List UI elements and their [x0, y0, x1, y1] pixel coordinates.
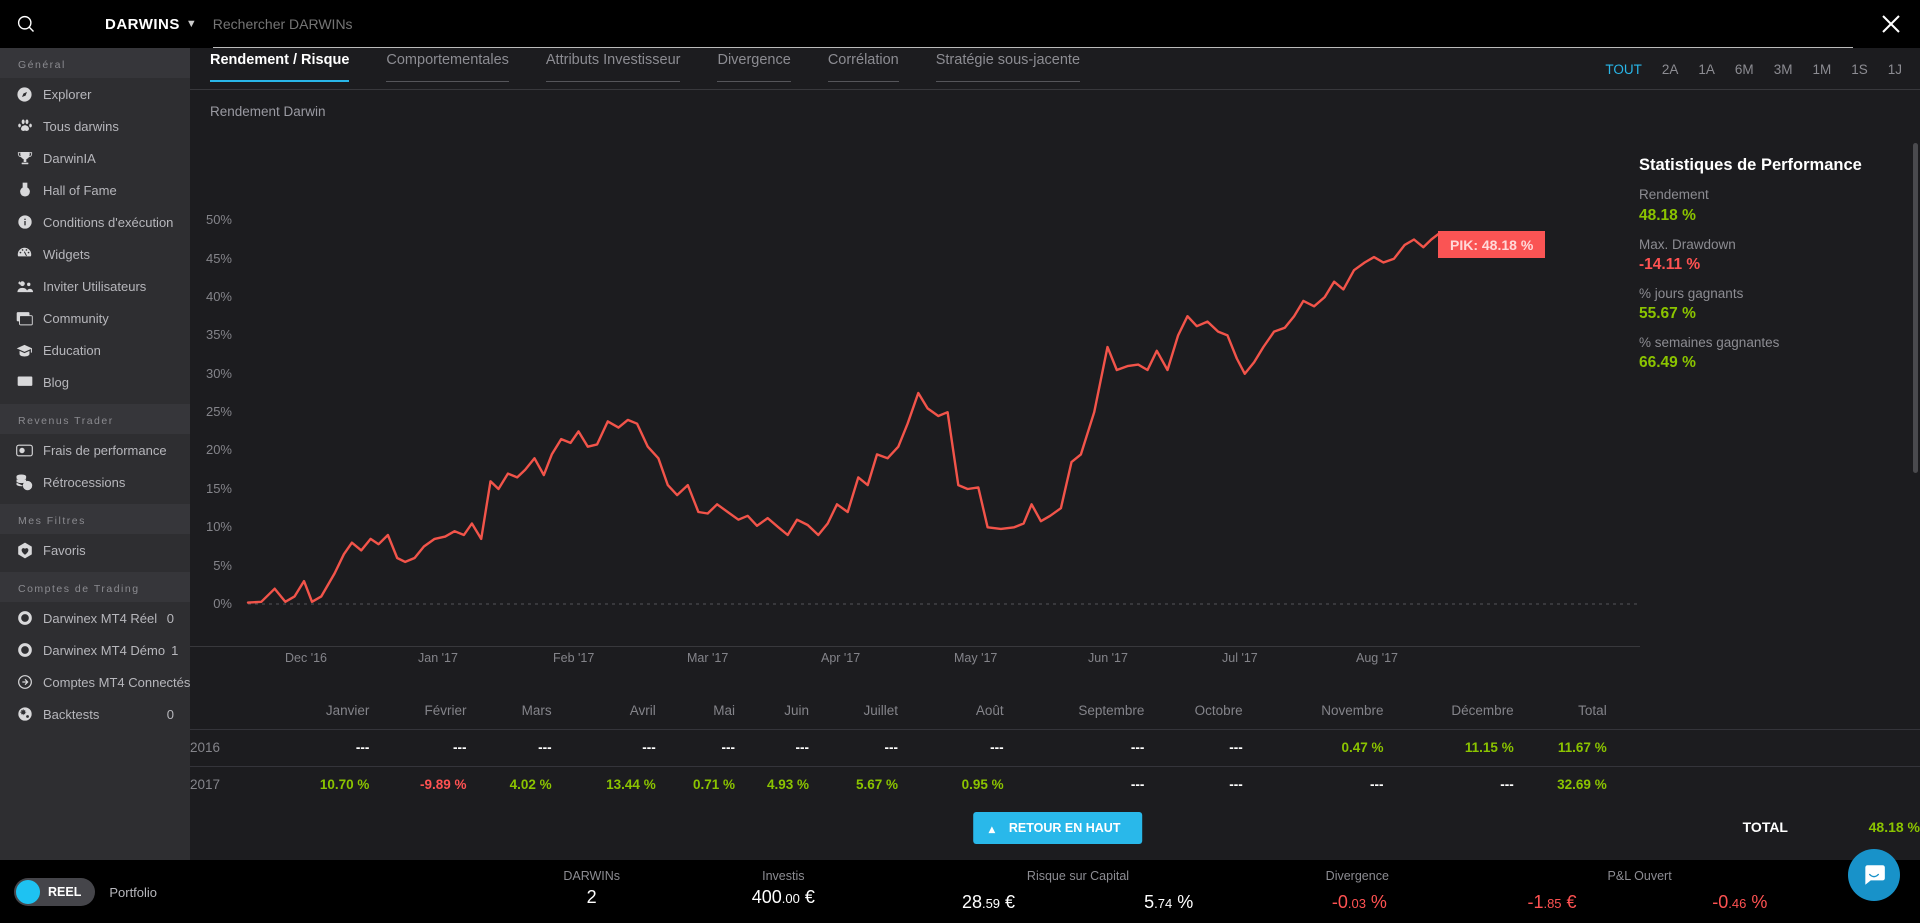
svg-text:20%: 20%: [206, 442, 232, 457]
svg-text:15%: 15%: [206, 481, 232, 496]
svg-text:30%: 30%: [206, 366, 232, 381]
svg-text:5%: 5%: [213, 558, 232, 573]
svg-text:10%: 10%: [206, 519, 232, 534]
svg-text:50%: 50%: [206, 212, 232, 227]
svg-text:0%: 0%: [213, 596, 232, 611]
svg-text:25%: 25%: [206, 404, 232, 419]
svg-text:35%: 35%: [206, 327, 232, 342]
svg-text:40%: 40%: [206, 289, 232, 304]
svg-text:45%: 45%: [206, 251, 232, 266]
